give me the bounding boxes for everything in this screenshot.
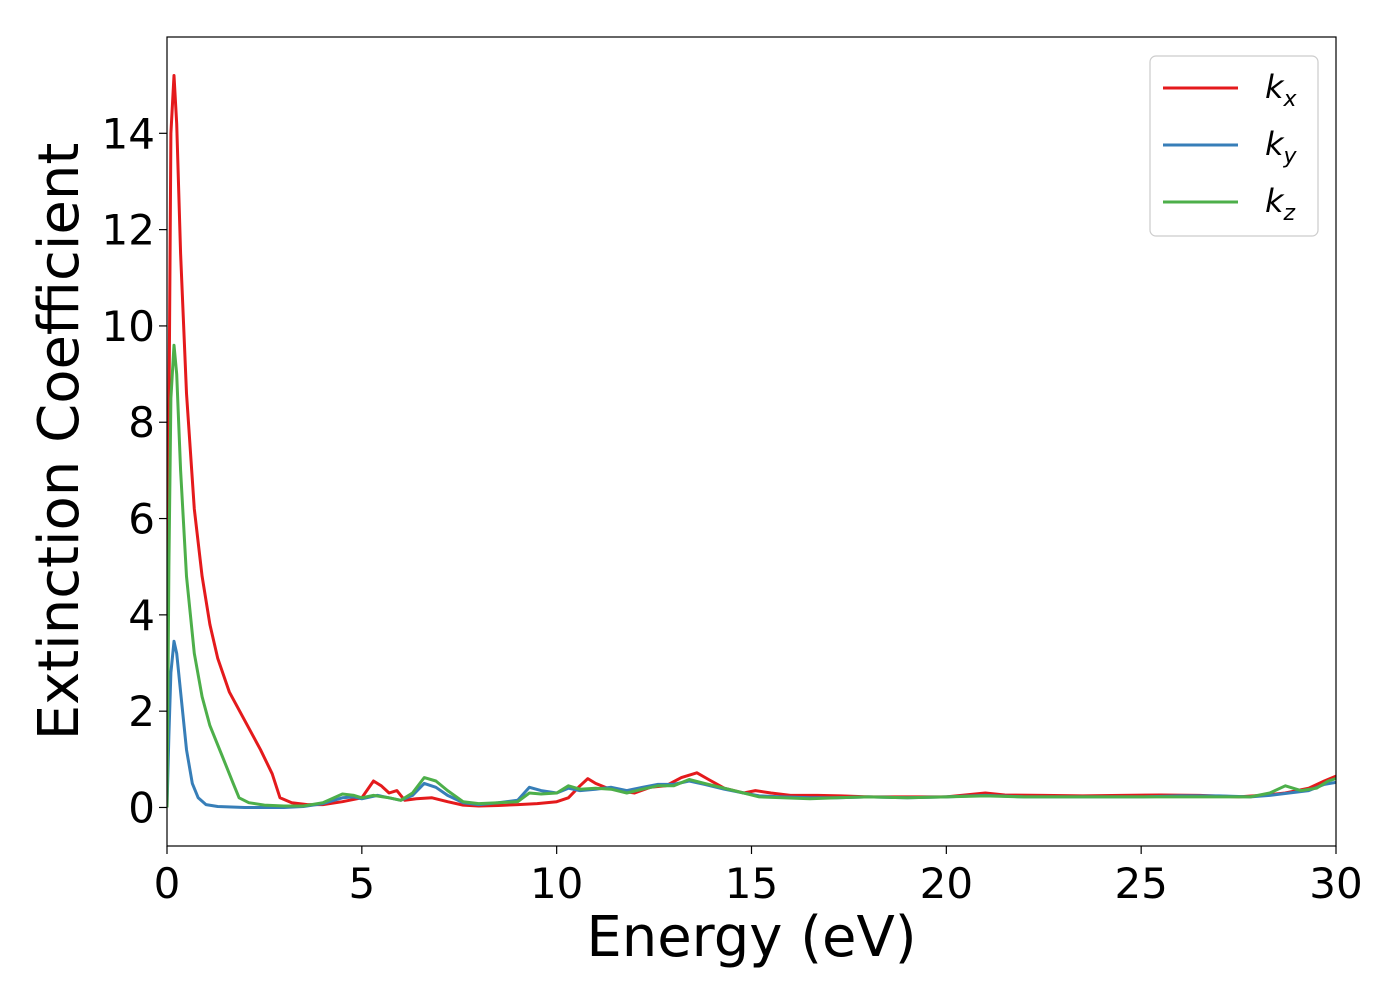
x-tick-label: 25 <box>1114 859 1167 908</box>
legend-label-subscript: y <box>1283 144 1298 169</box>
x-tick-label: 30 <box>1309 859 1362 908</box>
y-tick-label: 0 <box>128 783 155 832</box>
y-tick-label: 8 <box>128 398 155 447</box>
legend-label-main: k <box>1265 125 1285 163</box>
y-tick-label: 12 <box>102 206 155 255</box>
y-tick-label: 6 <box>128 495 155 544</box>
series-line-kx <box>167 74 1336 808</box>
y-axis-label: Extinction Coefficient <box>27 143 92 741</box>
legend-label-ky: ky <box>1265 125 1298 169</box>
y-tick-label: 10 <box>102 302 155 351</box>
x-tick-label: 15 <box>725 859 778 908</box>
legend-label-kz: kz <box>1265 182 1296 226</box>
legend-label-kx: kx <box>1265 68 1298 112</box>
x-tick-label: 5 <box>348 859 375 908</box>
legend-label-subscript: z <box>1283 201 1296 226</box>
legend-label-main: k <box>1265 182 1285 220</box>
x-tick-label: 0 <box>154 859 181 908</box>
series-line-ky <box>167 639 1336 809</box>
legend-label-main: k <box>1265 68 1285 106</box>
series-line-kz <box>167 343 1336 808</box>
y-tick-label: 2 <box>128 687 155 736</box>
y-tick-label: 4 <box>128 591 155 640</box>
series-layer <box>167 74 1336 809</box>
legend-label-subscript: x <box>1283 87 1298 112</box>
x-axis-label: Energy (eV) <box>586 905 916 970</box>
x-tick-label: 10 <box>530 859 583 908</box>
tick-layer: 0 5 10 15 20 25 30 0 2 4 6 8 10 12 14 <box>102 109 1363 908</box>
x-tick-label: 20 <box>920 859 973 908</box>
y-tick-label: 14 <box>102 109 155 158</box>
